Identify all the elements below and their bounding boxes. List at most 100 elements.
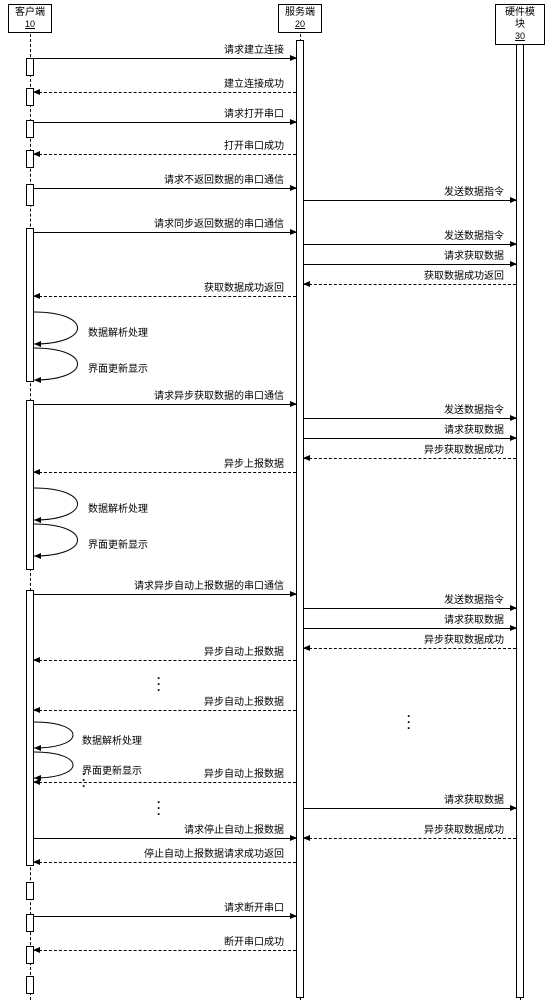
self-message-label: 界面更新显示 [88, 360, 148, 375]
message-label: 异步自动上报数据 [204, 643, 284, 658]
arrow-line [34, 950, 296, 951]
self-message: 界面更新显示 [34, 346, 102, 382]
activation [26, 590, 34, 866]
arrow-line [34, 862, 296, 863]
arrow-line [34, 404, 296, 405]
arrow-head-icon [510, 261, 517, 267]
arrow-head-icon [290, 229, 297, 235]
arrow-line [34, 92, 296, 93]
activation [296, 40, 304, 998]
arrow-line [304, 628, 516, 629]
arrow-line [304, 244, 516, 245]
activation [26, 976, 34, 994]
self-message: 界面更新显示 [34, 522, 102, 558]
arrow-line [34, 296, 296, 297]
arrow-line [34, 838, 296, 839]
arrow-head-icon [33, 293, 40, 299]
activation [26, 58, 34, 76]
arrow-line [34, 472, 296, 473]
arrow-head-icon [510, 605, 517, 611]
message-label: 请求建立连接 [224, 41, 284, 56]
arrow-line [304, 808, 516, 809]
arrow-line [34, 232, 296, 233]
message-label: 请求打开串口 [224, 105, 284, 120]
message-label: 发送数据指令 [444, 591, 504, 606]
message-label: 异步自动上报数据 [204, 693, 284, 708]
arrow-head-icon [33, 469, 40, 475]
arrow-head-icon [303, 645, 310, 651]
arrow-head-icon [290, 591, 297, 597]
message-label: 请求获取数据 [444, 421, 504, 436]
participant-hw: 硬件模块30 [495, 4, 545, 45]
arrow-line [34, 710, 296, 711]
arrow-line [34, 660, 296, 661]
self-message: 数据解析处理 [34, 310, 102, 346]
arrow-head-icon [290, 835, 297, 841]
self-message-label: 界面更新显示 [82, 762, 142, 777]
arrow-head-icon [290, 119, 297, 125]
self-message-label: 界面更新显示 [88, 536, 148, 551]
arrow-head-icon [290, 913, 297, 919]
participant-server: 服务端20 [278, 4, 322, 33]
message-label: 请求不返回数据的串口通信 [164, 171, 284, 186]
message-label: 发送数据指令 [444, 183, 504, 198]
self-message: 界面更新显示 [34, 750, 96, 780]
arrow-head-icon [290, 55, 297, 61]
arrow-head-icon [510, 435, 517, 441]
message-label: 打开串口成功 [224, 137, 284, 152]
message-label: 请求异步获取数据的串口通信 [154, 387, 284, 402]
participant-title: 服务端 [285, 7, 315, 19]
activation [26, 184, 34, 206]
message-label: 断开串口成功 [224, 933, 284, 948]
arrow-line [304, 438, 516, 439]
arrow-line [34, 594, 296, 595]
message-label: 停止自动上报数据请求成功返回 [144, 845, 284, 860]
arrow-line [304, 284, 516, 285]
message-label: 请求断开串口 [224, 899, 284, 914]
arrow-head-icon [510, 415, 517, 421]
activation [26, 882, 34, 900]
ellipsis-vertical-icon: ... [157, 796, 160, 814]
arrow-head-icon [33, 859, 40, 865]
arrow-head-icon [33, 89, 40, 95]
arrow-line [34, 154, 296, 155]
message-label: 请求获取数据 [444, 247, 504, 262]
participant-client: 客户端10 [8, 4, 52, 33]
participant-title: 硬件模块 [502, 7, 538, 31]
arrow-line [304, 418, 516, 419]
ellipsis-vertical-icon: ... [157, 672, 160, 690]
arrow-line [34, 188, 296, 189]
sequence-diagram: 客户端10服务端20硬件模块30请求建立连接建立连接成功请求打开串口打开串口成功… [0, 0, 558, 1000]
message-label: 请求获取数据 [444, 611, 504, 626]
arrow-head-icon [303, 455, 310, 461]
message-label: 请求获取数据 [444, 791, 504, 806]
message-label: 发送数据指令 [444, 227, 504, 242]
participant-id: 10 [15, 19, 45, 30]
arrow-line [34, 916, 296, 917]
self-message-label: 数据解析处理 [82, 732, 142, 747]
participant-id: 30 [502, 31, 538, 42]
arrow-line [34, 58, 296, 59]
arrow-line [304, 608, 516, 609]
arrow-head-icon [33, 657, 40, 663]
arrow-head-icon [303, 835, 310, 841]
arrow-line [34, 122, 296, 123]
arrow-head-icon [510, 197, 517, 203]
arrow-head-icon [290, 185, 297, 191]
self-message-label: 数据解析处理 [88, 500, 148, 515]
activation [26, 228, 34, 382]
arrow-head-icon [33, 707, 40, 713]
message-label: 发送数据指令 [444, 401, 504, 416]
activation [26, 120, 34, 138]
self-message: 数据解析处理 [34, 720, 96, 750]
message-label: 异步自动上报数据 [204, 765, 284, 780]
arrow-line [34, 782, 296, 783]
arrow-line [304, 648, 516, 649]
message-label: 请求异步自动上报数据的串口通信 [134, 577, 284, 592]
arrow-head-icon [33, 947, 40, 953]
message-label: 获取数据成功返回 [204, 279, 284, 294]
arrow-line [304, 200, 516, 201]
arrow-line [304, 458, 516, 459]
self-message: 数据解析处理 [34, 486, 102, 522]
self-message-label: 数据解析处理 [88, 324, 148, 339]
